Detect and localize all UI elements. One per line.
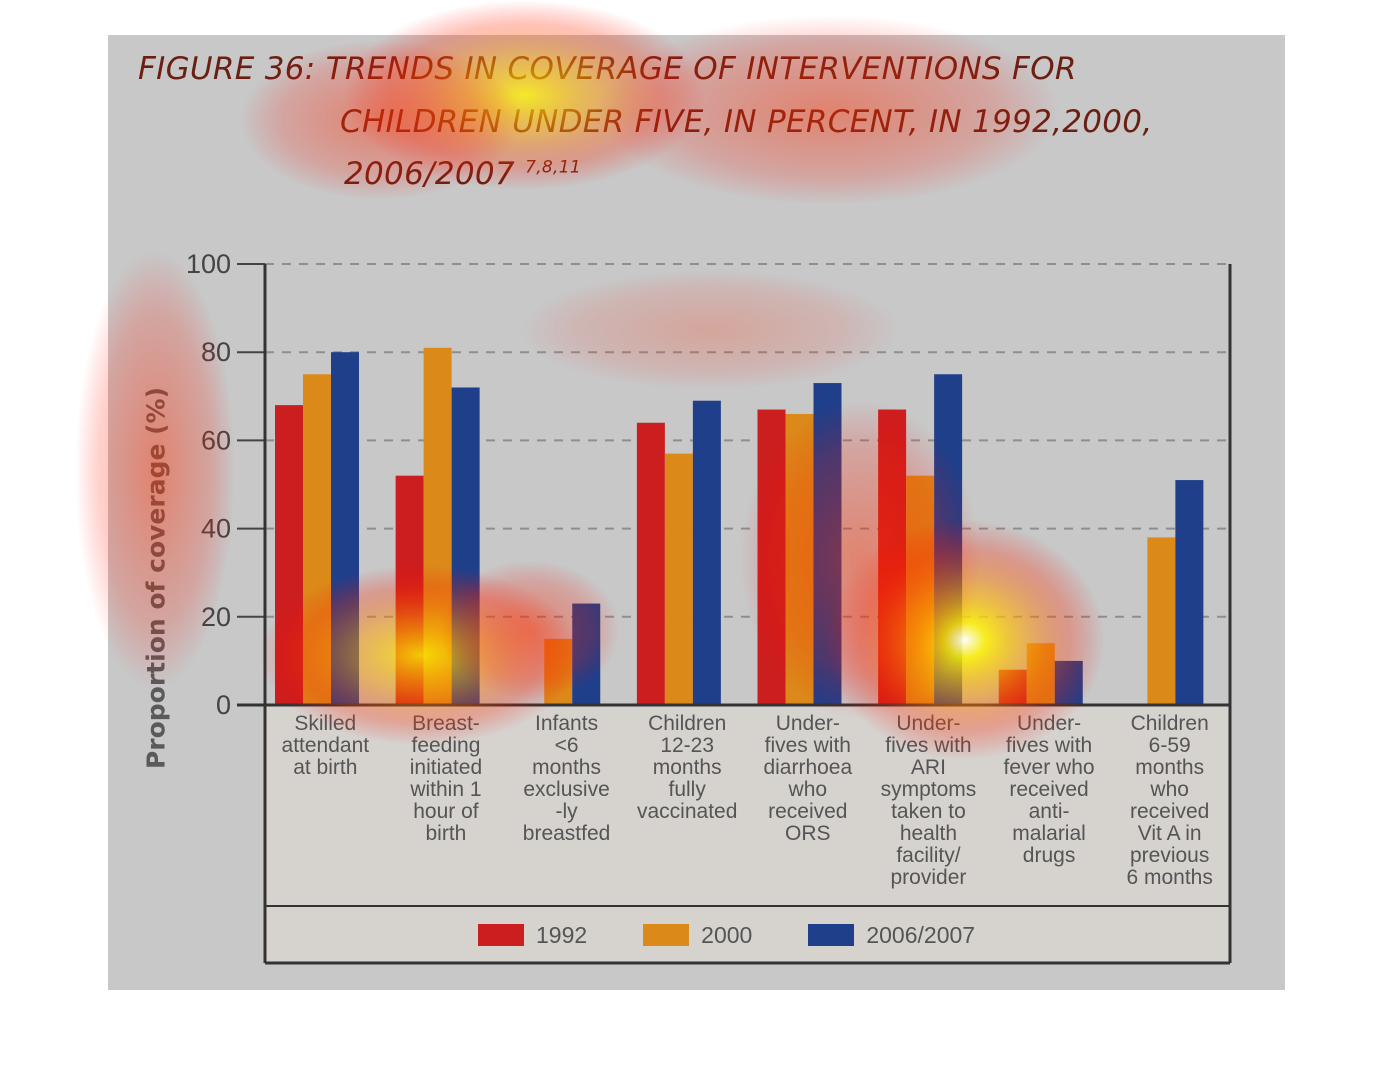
- legend-item: 1992: [478, 922, 587, 949]
- legend-item: 2006/2007: [808, 922, 975, 949]
- category-label: Children 12-23 months fully vaccinated: [636, 712, 738, 823]
- category-label: Breast- feeding initiated within 1 hour …: [409, 712, 483, 845]
- bar: [757, 409, 786, 705]
- bar: [906, 475, 935, 705]
- y-tick-label: 40: [201, 514, 231, 544]
- category-label: Under- fives with diarrhoea who received…: [763, 712, 853, 845]
- bar: [423, 347, 452, 705]
- legend-swatch: [808, 924, 855, 946]
- category-label: Under- fives with fever who received ant…: [1003, 712, 1095, 867]
- bar: [636, 422, 665, 705]
- bar: [1175, 480, 1204, 705]
- category-label: Infants <6 months exclusive -ly breastfe…: [522, 712, 611, 845]
- bar: [692, 400, 721, 705]
- legend-swatch: [478, 924, 524, 946]
- bar: [451, 387, 480, 705]
- y-tick-label: 60: [201, 425, 231, 455]
- category-label: Children 6-59 months who received Vit A …: [1126, 712, 1213, 889]
- category-label: Under- fives with ARI symptoms taken to …: [880, 712, 977, 889]
- bar: [1147, 537, 1176, 705]
- bar: [878, 409, 907, 705]
- bar: [275, 405, 303, 705]
- y-tick-label: 0: [216, 690, 231, 720]
- legend-label: 1992: [536, 921, 588, 948]
- bar: [934, 374, 963, 705]
- bar: [664, 453, 693, 705]
- bar: [1026, 643, 1055, 705]
- y-axis-label: Proportion of coverage (%): [141, 386, 171, 770]
- legend-swatch: [643, 924, 690, 946]
- bar: [572, 603, 601, 705]
- bar: [331, 352, 359, 705]
- legend-label: 2000: [701, 921, 753, 948]
- bar: [813, 383, 842, 705]
- bar: [1054, 660, 1083, 705]
- bar: [395, 475, 424, 705]
- legend-item: 2000: [643, 922, 752, 949]
- legend-label: 2006/2007: [866, 921, 976, 948]
- y-tick-label: 100: [186, 249, 231, 279]
- bar: [785, 413, 814, 705]
- bar: [303, 374, 331, 705]
- bar: [998, 669, 1027, 705]
- y-tick-label: 80: [201, 337, 231, 367]
- legend: 1992 2000 2006/2007: [478, 920, 1031, 950]
- category-label: Skilled attendant at birth: [281, 712, 370, 779]
- y-tick-label: 20: [201, 602, 231, 632]
- bar: [544, 638, 573, 705]
